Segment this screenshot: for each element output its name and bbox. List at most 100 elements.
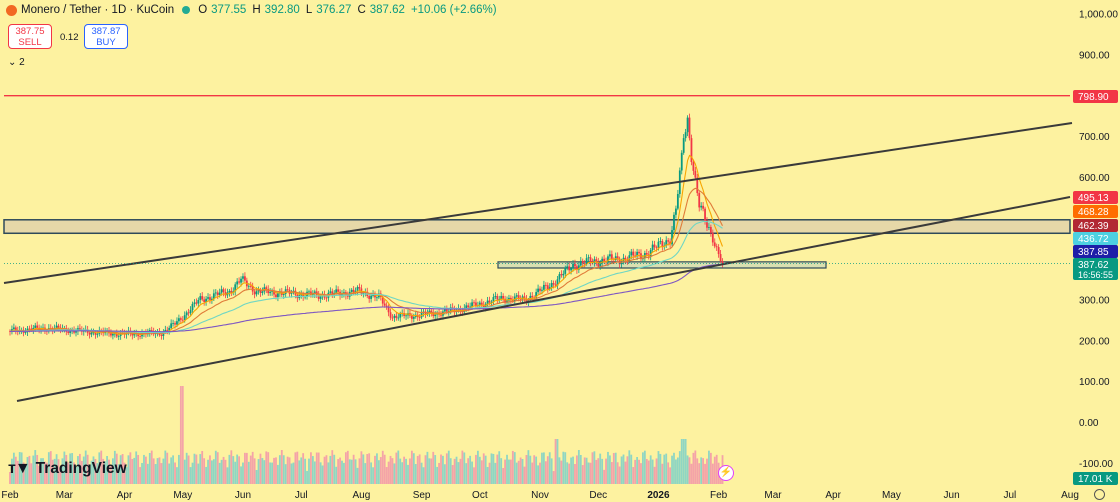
symbol-title[interactable]: Monero / Tether · 1D · KuCoin <box>21 4 175 16</box>
volume-bar <box>108 459 110 484</box>
candle-body <box>28 328 31 330</box>
volume-bar <box>577 450 580 484</box>
volume-bar <box>343 462 345 484</box>
upper-channel-line <box>3 122 1073 284</box>
volume-bar <box>457 462 460 484</box>
candle-body <box>702 205 705 209</box>
candle-body <box>133 333 136 336</box>
volume-bar <box>51 459 54 484</box>
volume-bar <box>185 452 188 484</box>
volume-bar <box>261 458 264 484</box>
candle-body <box>368 296 371 299</box>
volume-bar <box>150 450 153 484</box>
x-axis-tick: Dec <box>589 490 607 501</box>
volume-bar <box>554 439 557 484</box>
volume-bar <box>628 450 631 484</box>
volume-bar <box>492 453 495 484</box>
volume-bar <box>125 467 128 484</box>
volume-bar <box>698 463 701 484</box>
candle-body <box>261 291 264 293</box>
candle-body <box>212 293 215 299</box>
volume-bar <box>713 456 716 484</box>
candle-body <box>234 284 237 292</box>
candle-body <box>12 327 15 330</box>
candle-body <box>57 325 60 328</box>
volume-bar <box>257 459 260 484</box>
y-axis-tick: 1,000.00 <box>1079 10 1118 21</box>
price-label-box <box>1073 219 1118 232</box>
candle-body <box>179 318 182 320</box>
sell-button[interactable]: 387.75 SELL <box>8 24 52 49</box>
candle-body <box>443 309 446 312</box>
volume-bar <box>53 458 56 484</box>
volume-bar <box>100 450 103 484</box>
volume-bar <box>247 461 250 484</box>
volume-bar <box>90 460 93 484</box>
volume-bar <box>711 463 714 484</box>
candle-body <box>610 254 613 260</box>
candle-body <box>356 287 359 292</box>
volume-bar <box>168 463 171 484</box>
volume-bar <box>488 462 491 484</box>
candle-body <box>228 290 231 293</box>
volume-bar <box>566 462 569 484</box>
candle-body <box>176 321 178 325</box>
candle-body <box>490 301 493 303</box>
volume-bar <box>709 452 712 484</box>
candle-body <box>595 259 598 262</box>
volume-bar <box>506 454 508 484</box>
buy-button[interactable]: 387.87 BUY <box>84 24 128 49</box>
supply-zone <box>3 219 1071 235</box>
candle-body <box>544 284 547 286</box>
candle-body <box>554 284 557 286</box>
indicators-toggle[interactable]: ⌄ 2 <box>8 57 25 68</box>
volume-bar <box>368 453 371 484</box>
candle-body <box>708 227 710 228</box>
ema-55-line <box>9 220 723 334</box>
lightning-icon[interactable]: ⚡ <box>718 465 734 481</box>
candle-body <box>700 205 703 208</box>
volume-bar <box>651 459 654 484</box>
volume-bar <box>129 452 132 484</box>
candle-body <box>576 266 578 270</box>
volume-bar <box>16 460 19 484</box>
candle-body <box>566 266 569 268</box>
volume-bar <box>42 458 44 484</box>
volume-bar <box>331 450 334 484</box>
volume-bar <box>156 458 159 484</box>
high-value: 392.80 <box>264 4 300 16</box>
volume-bar <box>502 467 505 484</box>
candle-body <box>636 251 638 257</box>
candle-body <box>649 249 652 257</box>
volume-bar <box>414 464 417 484</box>
volume-bar <box>496 454 499 484</box>
volume-bar <box>642 452 644 484</box>
settings-gear-icon[interactable] <box>1094 489 1105 500</box>
volume-bar <box>292 462 295 484</box>
volume-bar <box>238 456 240 484</box>
volume-bar <box>218 462 221 484</box>
tradingview-logo[interactable]: ᴛ▼ TradingView <box>8 460 127 478</box>
volume-bar <box>645 458 648 484</box>
volume-bar <box>653 466 656 484</box>
candle-body <box>632 251 635 256</box>
candle-body <box>709 227 712 233</box>
price-label-box <box>1073 90 1118 103</box>
volume-bar <box>673 452 675 484</box>
volume-bar <box>513 452 516 484</box>
candle-body <box>556 279 559 286</box>
volume-bar <box>630 454 633 484</box>
candle-body <box>467 305 470 308</box>
candle-body <box>96 333 99 335</box>
volume-bar <box>461 450 464 484</box>
volume-bar <box>690 463 693 484</box>
volume-bar <box>296 451 299 484</box>
volume-bar <box>500 458 503 484</box>
candle-body <box>471 302 473 307</box>
price-label: 798.90 <box>1078 92 1109 103</box>
volume-bar <box>376 453 378 484</box>
volume-bar <box>715 454 718 484</box>
volume-bar <box>558 457 561 484</box>
candle-body <box>399 313 402 318</box>
